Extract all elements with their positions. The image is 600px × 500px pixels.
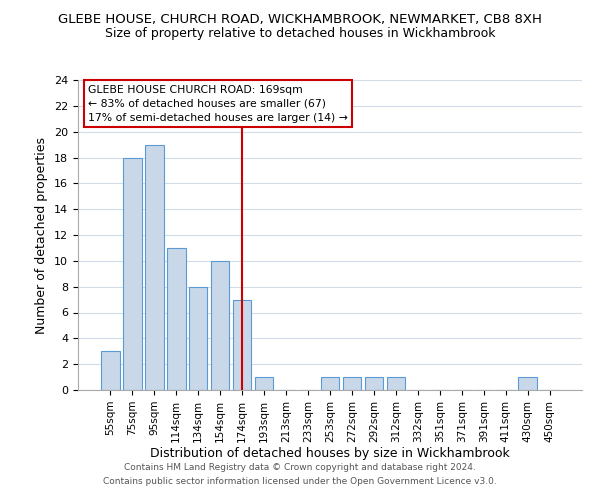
Bar xyxy=(255,377,274,390)
Text: Contains HM Land Registry data © Crown copyright and database right 2024.: Contains HM Land Registry data © Crown c… xyxy=(124,464,476,472)
Bar xyxy=(320,377,340,390)
Text: GLEBE HOUSE, CHURCH ROAD, WICKHAMBROOK, NEWMARKET, CB8 8XH: GLEBE HOUSE, CHURCH ROAD, WICKHAMBROOK, … xyxy=(58,12,542,26)
Text: GLEBE HOUSE CHURCH ROAD: 169sqm
← 83% of detached houses are smaller (67)
17% of: GLEBE HOUSE CHURCH ROAD: 169sqm ← 83% of… xyxy=(88,84,348,122)
Bar xyxy=(518,377,537,390)
Bar xyxy=(343,377,361,390)
Text: Size of property relative to detached houses in Wickhambrook: Size of property relative to detached ho… xyxy=(105,28,495,40)
Bar xyxy=(189,286,208,390)
Bar xyxy=(123,158,142,390)
Bar xyxy=(167,248,185,390)
Bar xyxy=(101,351,119,390)
Bar xyxy=(233,300,251,390)
Bar xyxy=(365,377,383,390)
Bar xyxy=(386,377,405,390)
Text: Contains public sector information licensed under the Open Government Licence v3: Contains public sector information licen… xyxy=(103,477,497,486)
Bar xyxy=(145,144,164,390)
X-axis label: Distribution of detached houses by size in Wickhambrook: Distribution of detached houses by size … xyxy=(150,448,510,460)
Y-axis label: Number of detached properties: Number of detached properties xyxy=(35,136,49,334)
Bar xyxy=(211,261,229,390)
